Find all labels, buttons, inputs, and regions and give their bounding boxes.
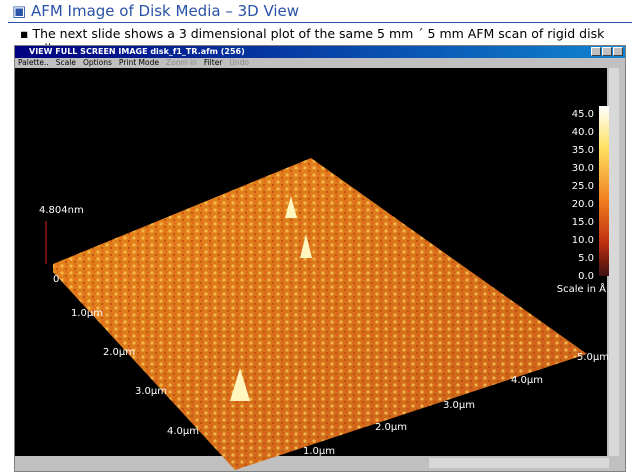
left-axis-label: 1.0µm [71, 308, 103, 319]
menu-item[interactable]: Scale [55, 58, 76, 67]
origin-label: 0 [53, 274, 59, 285]
axis-labels: 4.804nm 0 0 1.0µm 2.0µm 3.0µm 4.0µm 5.0µm 1.0µm 2… [39, 109, 609, 471]
plot-area: 4.804nm 0 0 1.0µm 2.0µm 3.0µm 4.0µm 5.0µm 1.0µm 2… [15, 68, 619, 471]
menu-bar: Palette.. Scale Options Print Mode Zoom in Fi… [15, 58, 625, 68]
menu-item[interactable]: Print Mode [118, 58, 159, 67]
right-axis-label: 4.0µm [511, 375, 543, 386]
right-axis-label: 2.0µm [375, 422, 407, 433]
title-text: AFM Image of Disk Media – 3D View [30, 2, 300, 20]
peak [230, 368, 250, 401]
scale-label: 10.0 [572, 235, 594, 246]
menu-item[interactable]: Palette.. [18, 58, 49, 67]
v-scrollbar[interactable] [609, 68, 619, 456]
menu-item: Undo [229, 58, 249, 67]
window-title: VIEW FULL SCREEN IMAGE disk_f1_TR.afm (2… [29, 47, 245, 56]
scale-label: 40.0 [572, 127, 594, 138]
scale-label: 45.0 [572, 109, 594, 120]
left-axis-label: 3.0µm [135, 386, 167, 397]
scale-label: 0.0 [578, 271, 594, 282]
left-axis-label: 2.0µm [103, 347, 135, 358]
slide-title: ▣ AFM Image of Disk Media – 3D View [12, 2, 300, 20]
right-axis-label: 1.0µm [303, 446, 335, 457]
app-window: VIEW FULL SCREEN IMAGE disk_f1_TR.afm (2… [14, 45, 626, 472]
menu-item: Zoom in [165, 58, 197, 67]
scale-label: 15.0 [572, 217, 594, 228]
right-axis-label: 3.0µm [443, 400, 475, 411]
surface-texture [53, 158, 587, 470]
maximize[interactable] [602, 47, 612, 56]
scale-label: 30.0 [572, 163, 594, 174]
peak [285, 196, 297, 218]
window-title-bar: VIEW FULL SCREEN IMAGE disk_f1_TR.afm (2… [15, 46, 625, 58]
menu-item[interactable]: Filter [203, 58, 223, 67]
left-axis-label: 4.0µm [167, 426, 199, 437]
minimize[interactable] [591, 47, 601, 56]
scale-label: 5.0 [578, 253, 594, 264]
peak [300, 234, 312, 258]
window-buttons [590, 47, 623, 60]
origin-label: 0 [230, 470, 236, 471]
right-axis-label: 5.0µm [577, 352, 609, 363]
scale-label: 35.0 [572, 145, 594, 156]
title-rule [8, 22, 632, 23]
close[interactable] [613, 47, 623, 56]
scale-title: Scale in Å [557, 282, 606, 295]
z-label: 4.804nm [39, 205, 84, 216]
h-scrollbar[interactable] [429, 458, 609, 468]
left-axis-label: 5.0µm [201, 470, 233, 471]
scale-label: 20.0 [572, 199, 594, 210]
scale-label: 25.0 [572, 181, 594, 192]
menu-item[interactable]: Options [82, 58, 112, 67]
